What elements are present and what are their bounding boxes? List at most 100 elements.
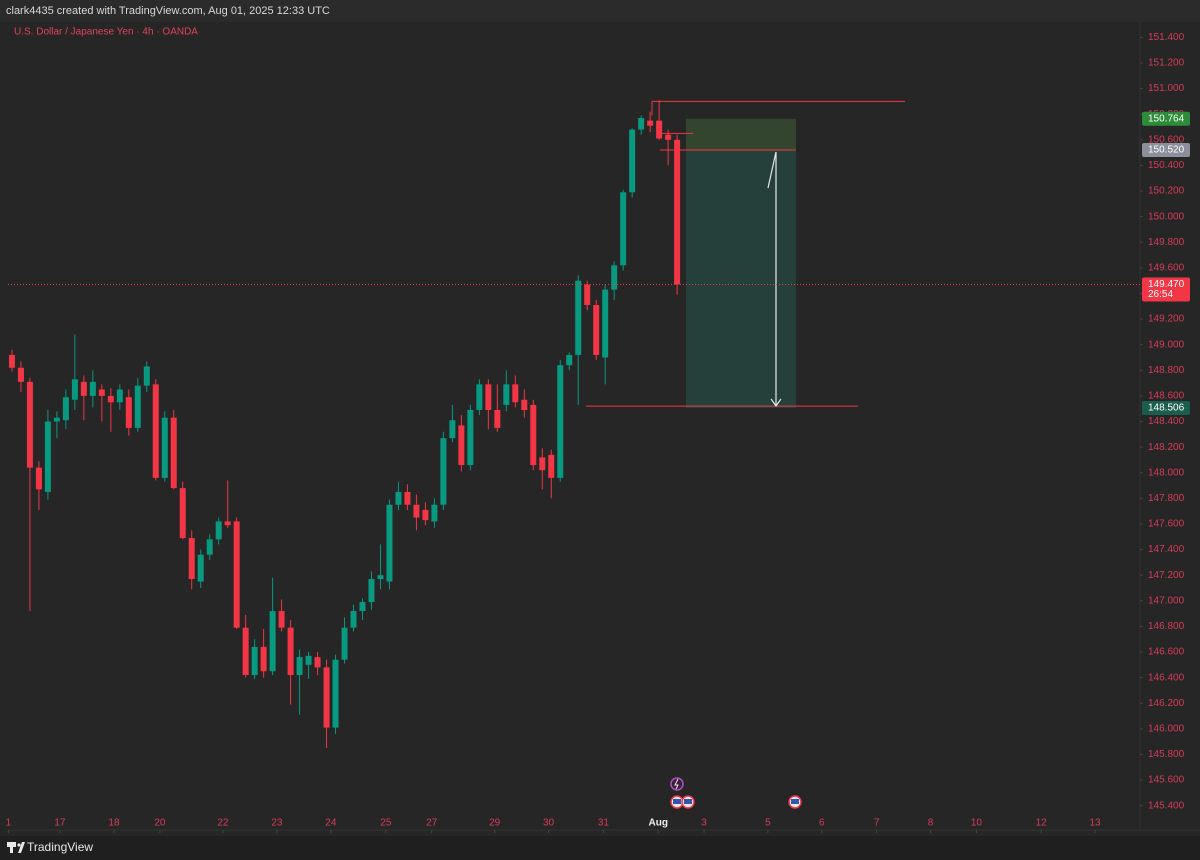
candle-body <box>170 417 177 489</box>
arrow-tail <box>767 151 777 189</box>
candle-body <box>656 120 663 139</box>
candle-body <box>350 611 357 628</box>
candle-body <box>242 627 249 676</box>
x-tick-label: 31 <box>598 818 610 829</box>
y-tick-label: 147.800 <box>1148 493 1185 504</box>
stop-zone <box>686 118 796 151</box>
candle-body <box>368 579 375 603</box>
y-tick-label: 149.600 <box>1148 262 1185 273</box>
candle-body <box>386 504 393 582</box>
candle-body <box>539 457 546 471</box>
candle-body <box>440 438 447 505</box>
y-tick-label: 148.200 <box>1148 442 1185 453</box>
candle-body <box>332 659 339 728</box>
y-tick-label: 146.600 <box>1148 647 1185 658</box>
x-tick-label: 24 <box>325 818 337 829</box>
y-tick-label: 150.200 <box>1148 186 1185 197</box>
event-icons <box>670 777 802 809</box>
event-icon[interactable] <box>670 777 684 791</box>
candle-body <box>179 488 186 539</box>
candle-body <box>269 611 276 672</box>
y-tick-label: 145.600 <box>1148 775 1185 786</box>
countdown-label: 26:54 <box>1148 289 1173 300</box>
candle-body <box>431 504 438 522</box>
event-icon-glyph <box>674 778 679 790</box>
flag <box>791 799 799 804</box>
candle-body <box>53 417 60 422</box>
candle-body <box>593 304 600 355</box>
logo-part <box>10 842 13 853</box>
flag <box>673 799 681 804</box>
candle-body <box>476 384 483 410</box>
y-tick-label: 148.400 <box>1148 416 1185 427</box>
candle-body <box>107 395 114 403</box>
y-tick-label: 151.400 <box>1148 32 1185 43</box>
candle-body <box>485 384 492 410</box>
y-tick-label: 149.800 <box>1148 237 1185 248</box>
x-tick-label: 10 <box>971 818 983 829</box>
x-tick-label: 22 <box>217 818 229 829</box>
candle-body <box>161 417 168 478</box>
x-tick-label: 20 <box>154 818 166 829</box>
candle-body <box>566 354 573 366</box>
x-tick-label: 29 <box>489 818 501 829</box>
candle-body <box>647 120 654 126</box>
y-tick-label: 148.600 <box>1148 391 1185 402</box>
candle-body <box>494 409 501 428</box>
x-tick-label: 3 <box>701 818 707 829</box>
y-tick-label: 150.400 <box>1148 160 1185 171</box>
candle-body <box>8 354 15 368</box>
x-tick-label: 25 <box>380 818 392 829</box>
plot-area <box>8 22 1140 830</box>
candle-body <box>521 399 528 410</box>
footer-bar <box>0 836 1200 860</box>
candle-body <box>35 467 42 490</box>
candle-body <box>674 139 681 285</box>
x-tick-label: 5 <box>765 818 771 829</box>
logo-part <box>18 842 25 853</box>
target-price-label-bg <box>1142 400 1190 415</box>
candle-body <box>188 538 195 580</box>
candle-body <box>503 384 510 405</box>
candle-body <box>512 384 519 403</box>
candle-body <box>89 381 96 396</box>
symbol-title: U.S. Dollar / Japanese Yen · 4h · OANDA <box>14 27 198 38</box>
candle-body <box>557 365 564 478</box>
y-tick-label: 147.600 <box>1148 519 1185 530</box>
candle-body <box>341 627 348 660</box>
candle-body <box>125 397 132 428</box>
y-tick-label: 148.800 <box>1148 365 1185 376</box>
y-tick-label: 147.000 <box>1148 595 1185 606</box>
candle-body <box>224 521 231 526</box>
logo-part <box>17 843 21 847</box>
x-tick-label: 27 <box>426 818 438 829</box>
candle-body <box>530 404 537 466</box>
entry-price-label-bg <box>1142 143 1190 158</box>
y-tick-label: 145.800 <box>1148 749 1185 760</box>
x-tick-label: 6 <box>819 818 825 829</box>
candle-body <box>449 420 456 439</box>
candle-body <box>215 521 222 540</box>
candle-body <box>206 539 213 555</box>
y-tick-label: 146.000 <box>1148 723 1185 734</box>
candle-body <box>359 602 366 612</box>
candle-body <box>665 134 672 140</box>
last-price-label-bg <box>1142 277 1190 302</box>
x-tick-label: 30 <box>543 818 555 829</box>
candle-body <box>629 129 636 193</box>
target-zone <box>686 150 796 408</box>
candle-body <box>314 657 321 668</box>
y-tick-label: 149.200 <box>1148 314 1185 325</box>
candle-body <box>395 491 402 505</box>
header-text: clark4435 created with TradingView.com, … <box>6 5 330 17</box>
candle-body <box>251 646 258 676</box>
candle-body <box>278 611 285 628</box>
candle-body <box>305 655 312 665</box>
candle-body <box>467 409 474 466</box>
x-tick-label: 23 <box>271 818 283 829</box>
y-tick-label: 145.400 <box>1148 800 1185 811</box>
entry-price-label: 150.520 <box>1148 145 1185 156</box>
stop-price-label: 150.764 <box>1148 113 1185 124</box>
candle-body <box>260 646 267 672</box>
